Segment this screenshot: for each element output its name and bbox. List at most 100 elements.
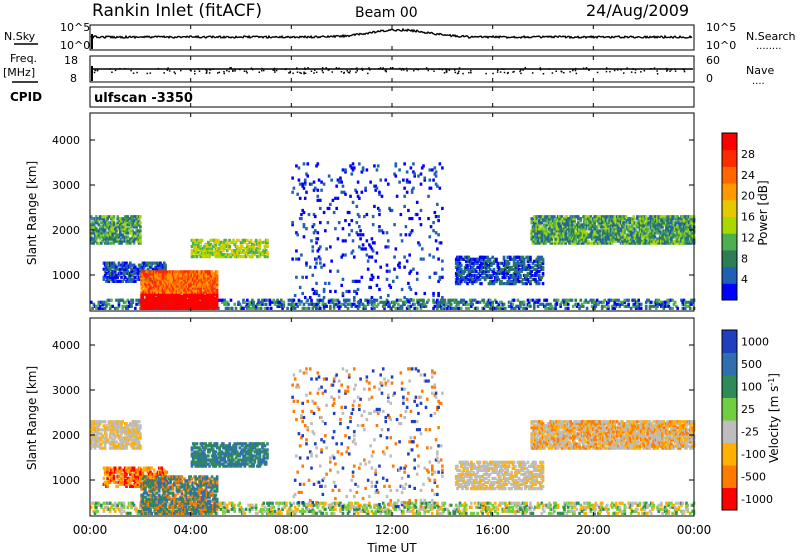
heatmap-cell <box>582 304 585 308</box>
nave-point <box>462 72 464 75</box>
heatmap-cell <box>666 298 669 302</box>
heatmap-cell <box>312 291 316 296</box>
heatmap-cell <box>242 248 245 253</box>
heatmap-cell <box>295 231 298 235</box>
heatmap-cell <box>530 219 534 223</box>
heatmap-cell <box>234 252 238 257</box>
heatmap-cell <box>541 271 545 276</box>
heatmap-cell <box>553 219 556 223</box>
heatmap-cell <box>262 252 265 257</box>
heatmap-cell <box>644 304 648 308</box>
heatmap-cell <box>324 281 327 285</box>
heatmap-cell <box>378 208 381 213</box>
heatmap-cell <box>422 164 425 168</box>
heatmap-cell <box>373 306 376 310</box>
heatmap-cell <box>438 275 442 279</box>
heatmap-cell <box>243 300 247 304</box>
heatmap-cell <box>142 272 146 276</box>
heatmap-cell <box>105 271 108 275</box>
nave-point <box>205 68 207 71</box>
heatmap-cell <box>589 298 593 302</box>
heatmap-cell <box>405 190 409 194</box>
heatmap-cell <box>102 219 106 223</box>
heatmap-cell <box>464 279 468 284</box>
heatmap-cell <box>311 245 315 249</box>
heatmap-cell <box>548 306 551 310</box>
heatmap-cell <box>505 269 508 274</box>
heatmap-cell <box>515 279 518 284</box>
heatmap-cell <box>93 219 97 223</box>
heatmap-cell <box>170 276 174 280</box>
nave-point <box>272 69 274 71</box>
heatmap-cell <box>111 265 114 269</box>
heatmap-cell <box>200 302 204 306</box>
heatmap-cell <box>526 298 530 302</box>
heatmap-cell <box>337 180 341 184</box>
heatmap-cell <box>515 275 518 280</box>
heatmap-cell <box>668 306 672 310</box>
heatmap-cell <box>653 217 657 221</box>
heatmap-cell <box>130 225 133 229</box>
heatmap-cell <box>282 304 286 308</box>
heatmap-cell <box>663 239 667 243</box>
heatmap-cell <box>319 245 322 249</box>
nave-point <box>634 71 637 74</box>
heatmap-cell <box>649 217 653 221</box>
heatmap-cell <box>432 298 435 302</box>
heatmap-cell <box>302 235 306 239</box>
heatmap-cell <box>478 273 482 278</box>
heatmap-cell <box>137 217 141 221</box>
heatmap-cell <box>478 259 482 263</box>
heatmap-cell <box>487 269 491 274</box>
heatmap-cell <box>300 216 303 221</box>
heatmap-cell <box>277 304 281 308</box>
heatmap-cell <box>471 265 474 269</box>
heatmap-cell <box>576 221 580 225</box>
nave-point <box>626 67 628 69</box>
heatmap-cell <box>580 223 584 227</box>
heatmap-cell <box>183 282 186 286</box>
heatmap-cell <box>495 257 498 261</box>
nave-point <box>382 67 384 69</box>
heatmap-cell <box>678 235 682 239</box>
heatmap-cell <box>214 244 218 249</box>
heatmap-cell <box>246 252 249 257</box>
heatmap-cell <box>535 231 539 235</box>
heatmap-cell <box>497 277 501 282</box>
heatmap-cell <box>217 238 220 242</box>
nave-point <box>313 72 315 74</box>
heatmap-cell <box>215 300 219 304</box>
heatmap-cell <box>644 306 648 310</box>
heatmap-cell <box>594 300 598 304</box>
heatmap-cell <box>464 275 468 280</box>
heatmap-cell <box>500 300 503 304</box>
heatmap-cell <box>322 289 326 294</box>
heatmap-cell <box>558 221 561 225</box>
heatmap-cell <box>415 298 419 302</box>
heatmap-cell <box>467 257 471 261</box>
nave-point <box>457 72 460 74</box>
heatmap-cell <box>436 304 439 308</box>
heatmap-cell <box>673 235 677 239</box>
heatmap-cell <box>186 298 190 302</box>
heatmap-cell <box>495 306 498 310</box>
heatmap-cell <box>639 306 643 310</box>
heatmap-cell <box>134 271 137 275</box>
heatmap-cell <box>170 298 174 302</box>
heatmap-cell <box>505 261 508 265</box>
nave-point <box>322 71 324 74</box>
heatmap-cell <box>584 227 588 231</box>
heatmap-cell <box>208 255 211 259</box>
heatmap-cell <box>170 284 174 288</box>
heatmap-cell <box>369 180 372 184</box>
heatmap-cell <box>173 270 176 274</box>
heatmap-cell <box>600 227 604 231</box>
heatmap-cell <box>365 168 369 172</box>
heatmap-cell <box>551 235 555 239</box>
heatmap-cell <box>676 306 679 310</box>
heatmap-cell <box>661 215 664 219</box>
heatmap-cell <box>146 292 150 296</box>
nave-point <box>304 68 306 71</box>
heatmap-cell <box>199 288 203 292</box>
nave-point <box>246 71 248 74</box>
